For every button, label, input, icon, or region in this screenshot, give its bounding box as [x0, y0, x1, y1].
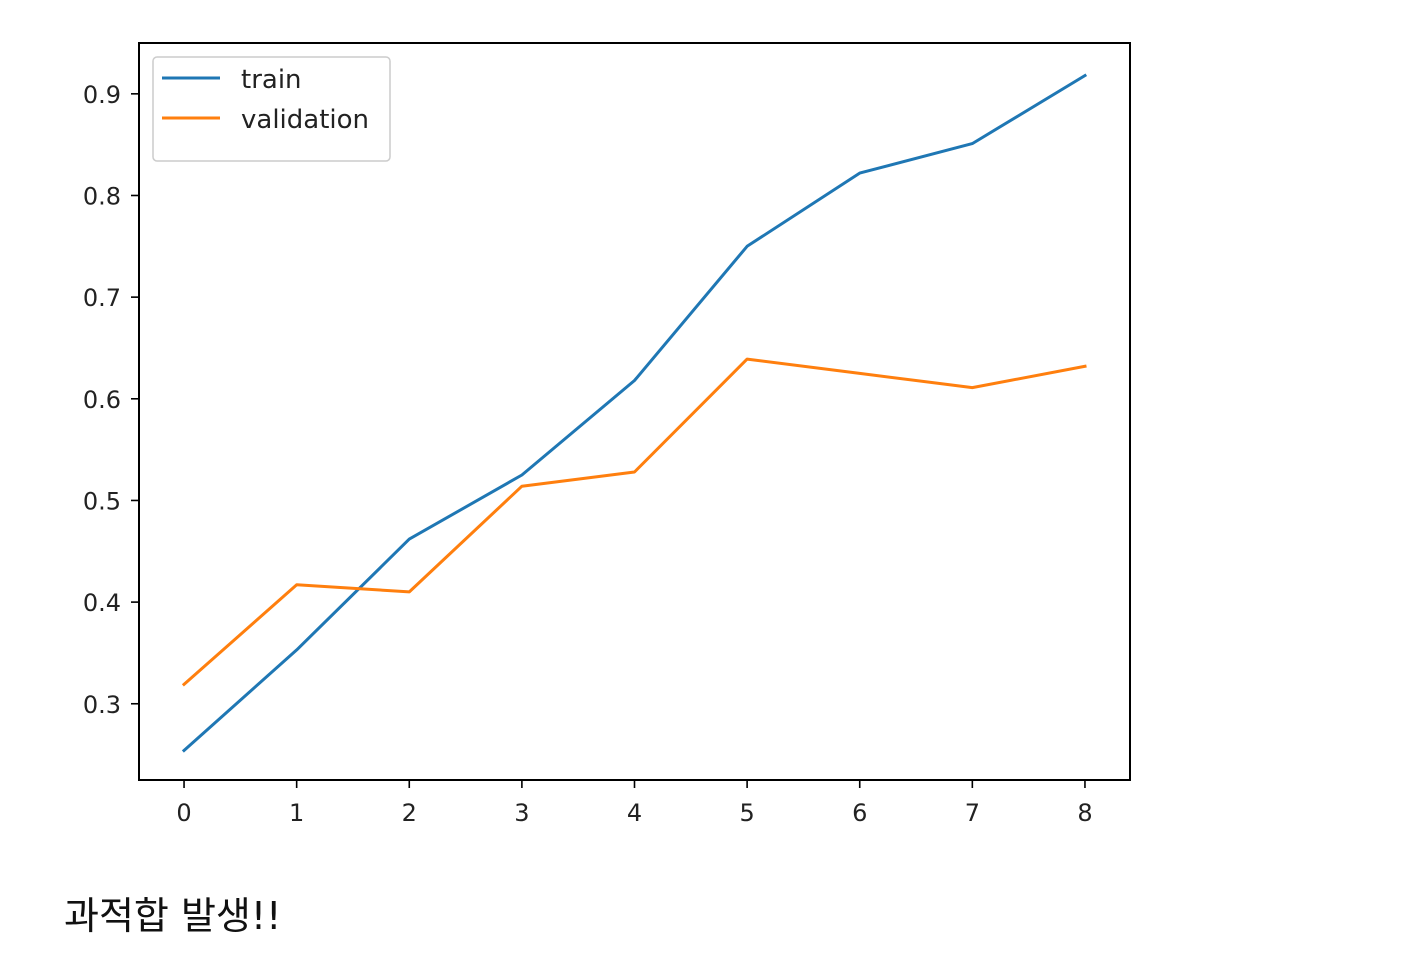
- series-line-train: [181, 73, 1088, 753]
- x-tick-label: 0: [176, 799, 191, 827]
- legend-box: [152, 56, 391, 162]
- x-tick-label: 5: [739, 799, 754, 827]
- y-tick-label: 0.6: [83, 386, 121, 414]
- x-tick-label: 3: [514, 799, 529, 827]
- plot-frame: [138, 42, 1131, 781]
- series-line-validation: [181, 357, 1087, 687]
- x-tick-label: 2: [402, 799, 417, 827]
- x-tick-label: 4: [627, 799, 642, 827]
- y-tick-label: 0.5: [83, 487, 121, 515]
- y-axis: 0.3 0.4 0.5 0.6 0.7 0.8 0.9: [83, 81, 139, 719]
- x-tick-label: 8: [1077, 799, 1092, 827]
- x-axis: 0 1 2 3 4 5 6 7 8: [176, 780, 1093, 827]
- series-lines: [181, 73, 1088, 753]
- legend-label-validation: validation: [241, 105, 369, 135]
- x-tick-label: 7: [965, 799, 980, 827]
- legend: train validation: [152, 56, 391, 162]
- y-tick-label: 0.3: [83, 691, 121, 719]
- y-tick-label: 0.9: [83, 81, 121, 109]
- line-chart: 0.3 0.4 0.5 0.6 0.7 0.8 0.9 0 1 2 3 4 5 6 7 8 train val…: [83, 42, 1131, 827]
- legend-label-train: train: [241, 65, 302, 95]
- y-tick-label: 0.7: [83, 284, 121, 312]
- overfitting-caption: 과적합 발생!!: [64, 894, 282, 938]
- x-tick-label: 1: [289, 799, 304, 827]
- y-tick-label: 0.4: [83, 589, 121, 617]
- x-tick-label: 6: [852, 799, 867, 827]
- plot-area: [138, 42, 1131, 781]
- y-tick-label: 0.8: [83, 182, 121, 210]
